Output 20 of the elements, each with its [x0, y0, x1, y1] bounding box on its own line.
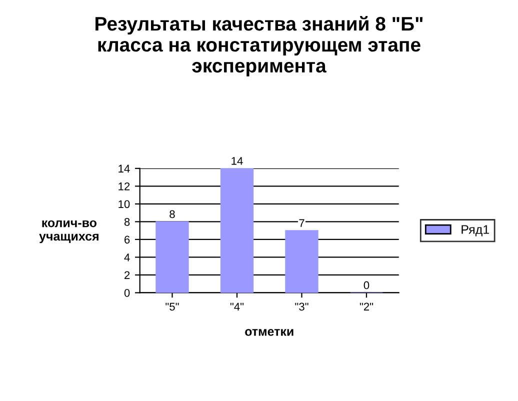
x-tick-label: "5" — [166, 302, 179, 311]
data-label: 7 — [299, 219, 304, 227]
data-label: 8 — [170, 210, 175, 218]
y-axis-title: колич-во учащихся — [39, 220, 98, 244]
y-tick-label: 0 — [124, 288, 130, 297]
y-tick-label: 12 — [118, 182, 130, 190]
x-tick-label: "3" — [295, 302, 308, 311]
chart-title: Результаты качества знаний 8 "Б" класса на констатирующем этапе эксперимента — [96, 16, 422, 76]
x-tick-label: "2" — [360, 302, 374, 311]
y-tick-label: 4 — [124, 254, 130, 262]
x-axis-title: отметки — [245, 329, 294, 336]
data-label: 14 — [232, 157, 243, 165]
y-tick-label: 2 — [124, 271, 130, 279]
y-tick-label: 10 — [118, 200, 130, 208]
y-tick-label: 6 — [124, 236, 130, 244]
x-tick-label: "4" — [230, 302, 244, 311]
y-tick-label: 14 — [118, 164, 130, 172]
data-label: 0 — [364, 281, 370, 290]
y-tick-label: 8 — [124, 218, 130, 226]
legend-label: Ряд1 — [462, 225, 489, 236]
